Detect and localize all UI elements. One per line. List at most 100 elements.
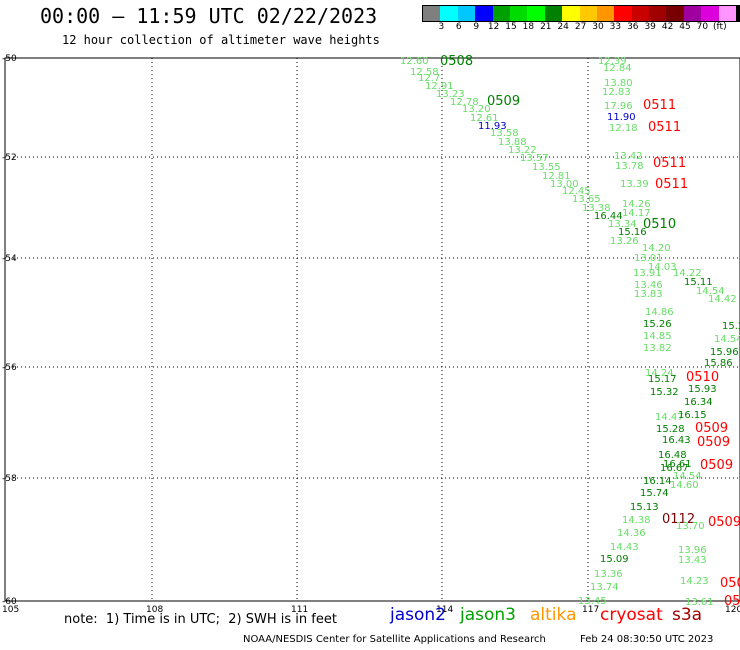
legend-swatch [683,6,702,21]
axis-labels: 105 108 111 114 117 120 -50 -52 -54 -56 -58 -60 [2,54,740,615]
legend-label: 30 [592,22,604,32]
pass-time-label: 0509 [700,458,733,473]
wave-height-value: 12.78 [450,97,479,108]
legend-swatch [562,6,580,21]
map-frame [4,57,740,602]
wave-height-value: 15.96 [710,347,739,358]
map-subtitle: 12 hour collection of altimeter wave hei… [62,33,380,47]
longitude-label: 117 [582,605,599,615]
latitude-label: -58 [2,474,17,484]
wave-height-value: 13.34 [608,219,637,230]
legend-label: 36 [627,22,639,32]
wave-height-value: 14.20 [642,243,671,254]
pass-time-label: 0510 [686,370,719,385]
footer-timestamp: Feb 24 08:30:50 UTC 2023 [580,634,714,645]
wave-height-value: 13.23 [436,89,465,100]
note-text: note: 1) Time is in UTC; 2) SWH is in fe… [64,612,337,627]
legend-swatch [666,6,684,21]
wave-height-value: 16.44 [594,211,623,222]
satellite-name-cryosat: cryosat [600,605,663,625]
wave-height-value: 12.45 [562,186,591,197]
wave-height-value: 13.74 [590,582,619,593]
legend-label: 12 [487,22,500,32]
latitude-label: -50 [2,54,17,64]
legend-swatch [457,6,476,21]
legend-swatch [440,6,458,21]
wave-height-value: 14.17 [622,208,651,219]
legend-label: 42 [661,22,674,32]
legend-swatch [614,6,632,21]
wave-height-value: 13.45 [578,596,607,607]
longitude-label: 105 [2,605,19,615]
pass-time-label: 0510 [643,217,676,232]
legend-label: 15 [505,22,517,32]
wave-height-value: 12.61 [470,113,499,124]
wave-height-value: 13.96 [678,545,707,556]
legend-label: 39 [644,22,656,32]
legend-swatch [631,6,650,21]
wave-height-value: 13.70 [676,521,705,532]
wave-height-value: 14.24 [645,368,674,379]
legend-swatch [527,6,545,21]
satellite-name-jason3: jason3 [460,605,516,625]
latitude-label: -60 [2,597,17,607]
wave-height-value: 13.88 [498,137,527,148]
legend-label: 6 [455,22,462,32]
wave-height-value: 15.28 [656,424,685,435]
wave-height-value: 14.54 [714,334,740,345]
wave-height-value: 13.00 [550,179,579,190]
legend-swatch [718,6,737,21]
wave-height-value: 14.03 [648,262,677,273]
satellite-name-altika: altika [530,605,577,625]
wave-height-value: 13.42 [614,151,643,162]
legend-label: 21 [540,22,552,32]
wave-height-value: 14.38 [622,515,651,526]
legend-swatch [701,6,719,21]
legend-label: 70 [696,22,709,32]
legend-swatch [492,6,510,21]
wave-height-value: 12.39 [598,56,627,67]
wave-height-value: 12.83 [602,87,631,98]
wave-height-value: 15.86 [704,358,733,369]
pass-time-label: 0112 [662,512,695,527]
legend-label: 18 [522,22,535,32]
wave-height-value: 14.43 [610,542,639,553]
wave-height-value: 12.60 [400,56,429,67]
wave-height-value: 15.13 [630,502,659,513]
legend-swatch [475,6,493,21]
longitude-label: 114 [436,605,453,615]
wave-height-value: 13.38 [582,203,611,214]
legend-swatch [649,6,667,21]
wave-height-value: 13.58 [490,128,519,139]
wave-height-value: 11.93 [478,121,507,132]
pass-time-label: 0509 [487,94,520,109]
wave-height-value: 13.43 [678,555,707,566]
longitude-label: 108 [146,605,163,615]
legend-label: 9 [473,22,480,32]
wave-height-value: 16.48 [658,450,687,461]
wave-height-value: 13.20 [462,104,491,115]
wave-height-value: 12.7 [418,73,440,84]
legend-label: 3 [438,22,445,32]
wave-height-value: 14.54 [696,286,725,297]
wave-height-value: 16.61 [663,459,692,470]
wave-height-value: 14.42 [708,294,737,305]
legend-label: 33 [609,22,622,32]
wave-height-value: 12.58 [410,67,439,78]
legend-swatch [423,6,441,21]
legend-swatch [736,6,740,21]
wave-height-value: 14.23 [680,576,709,587]
wave-height-value: 15.11 [684,277,713,288]
wave-height-value: 16.15 [678,410,707,421]
pass-time-label: 0509 [708,515,740,530]
pass-time-label: 0509 [695,421,728,436]
wave-height-value: 12.91 [425,81,454,92]
wave-height-value: 12.81 [542,171,571,182]
pass-time-label: 0511 [643,98,676,113]
legend-swatch [509,6,528,21]
wave-height-value: 14.36 [617,528,646,539]
wave-height-value: 16.43 [662,435,691,446]
wave-height-value: 13.78 [615,161,644,172]
pass-time-label: 050 [720,576,740,591]
wave-height-value: 14.47 [655,412,684,423]
